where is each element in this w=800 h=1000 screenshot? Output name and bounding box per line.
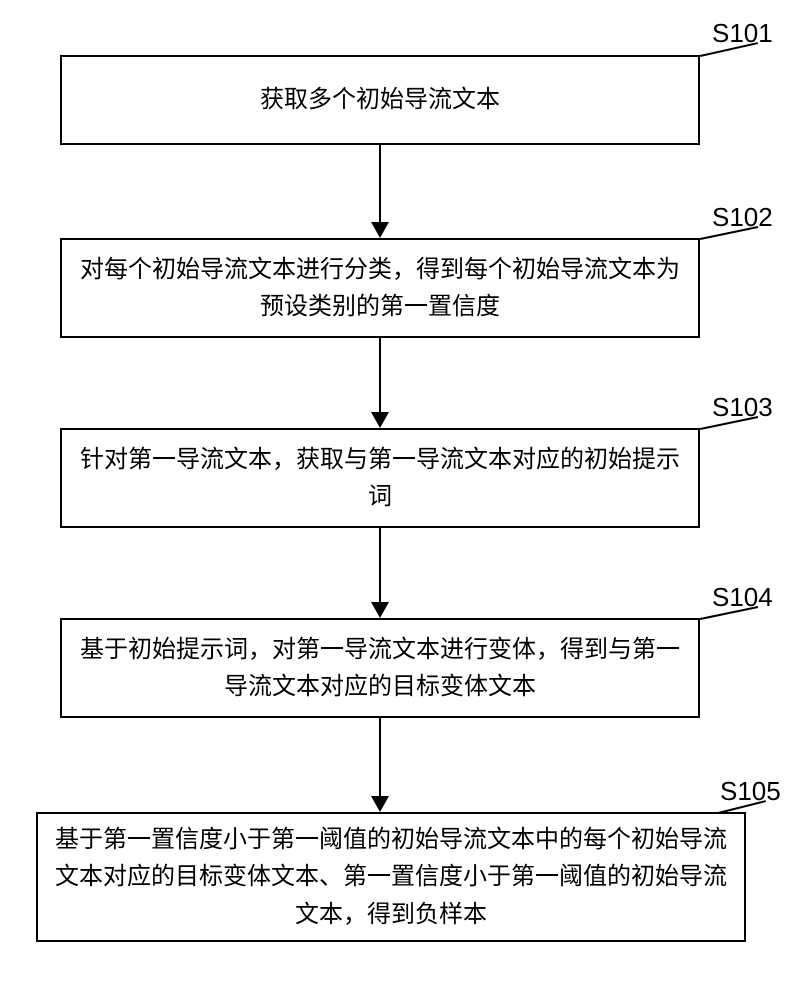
step-text: 对每个初始导流文本进行分类，得到每个初始导流文本为预设类别的第一置信度 — [78, 251, 682, 325]
arrow-head-icon — [371, 412, 389, 428]
arrow-head-icon — [371, 602, 389, 618]
step-box-s105: 基于第一置信度小于第一阈值的初始导流文本中的每个初始导流文本对应的目标变体文本、… — [36, 812, 746, 942]
flowchart-canvas: 获取多个初始导流文本S101对每个初始导流文本进行分类，得到每个初始导流文本为预… — [0, 0, 800, 1000]
arrow-line — [379, 338, 382, 412]
arrow-head-icon — [371, 222, 389, 238]
step-text: 基于初始提示词，对第一导流文本进行变体，得到与第一导流文本对应的目标变体文本 — [78, 631, 682, 705]
step-box-s104: 基于初始提示词，对第一导流文本进行变体，得到与第一导流文本对应的目标变体文本 — [60, 618, 700, 718]
step-label-s105: S105 — [720, 776, 781, 807]
arrow-line — [379, 145, 382, 222]
step-box-s102: 对每个初始导流文本进行分类，得到每个初始导流文本为预设类别的第一置信度 — [60, 238, 700, 338]
step-text: 获取多个初始导流文本 — [260, 81, 500, 118]
step-text: 基于第一置信度小于第一阈值的初始导流文本中的每个初始导流文本对应的目标变体文本、… — [54, 821, 728, 933]
arrow-head-icon — [371, 796, 389, 812]
step-box-s103: 针对第一导流文本，获取与第一导流文本对应的初始提示词 — [60, 428, 700, 528]
step-box-s101: 获取多个初始导流文本 — [60, 55, 700, 145]
arrow-line — [379, 718, 382, 796]
step-text: 针对第一导流文本，获取与第一导流文本对应的初始提示词 — [78, 441, 682, 515]
arrow-line — [379, 528, 382, 602]
